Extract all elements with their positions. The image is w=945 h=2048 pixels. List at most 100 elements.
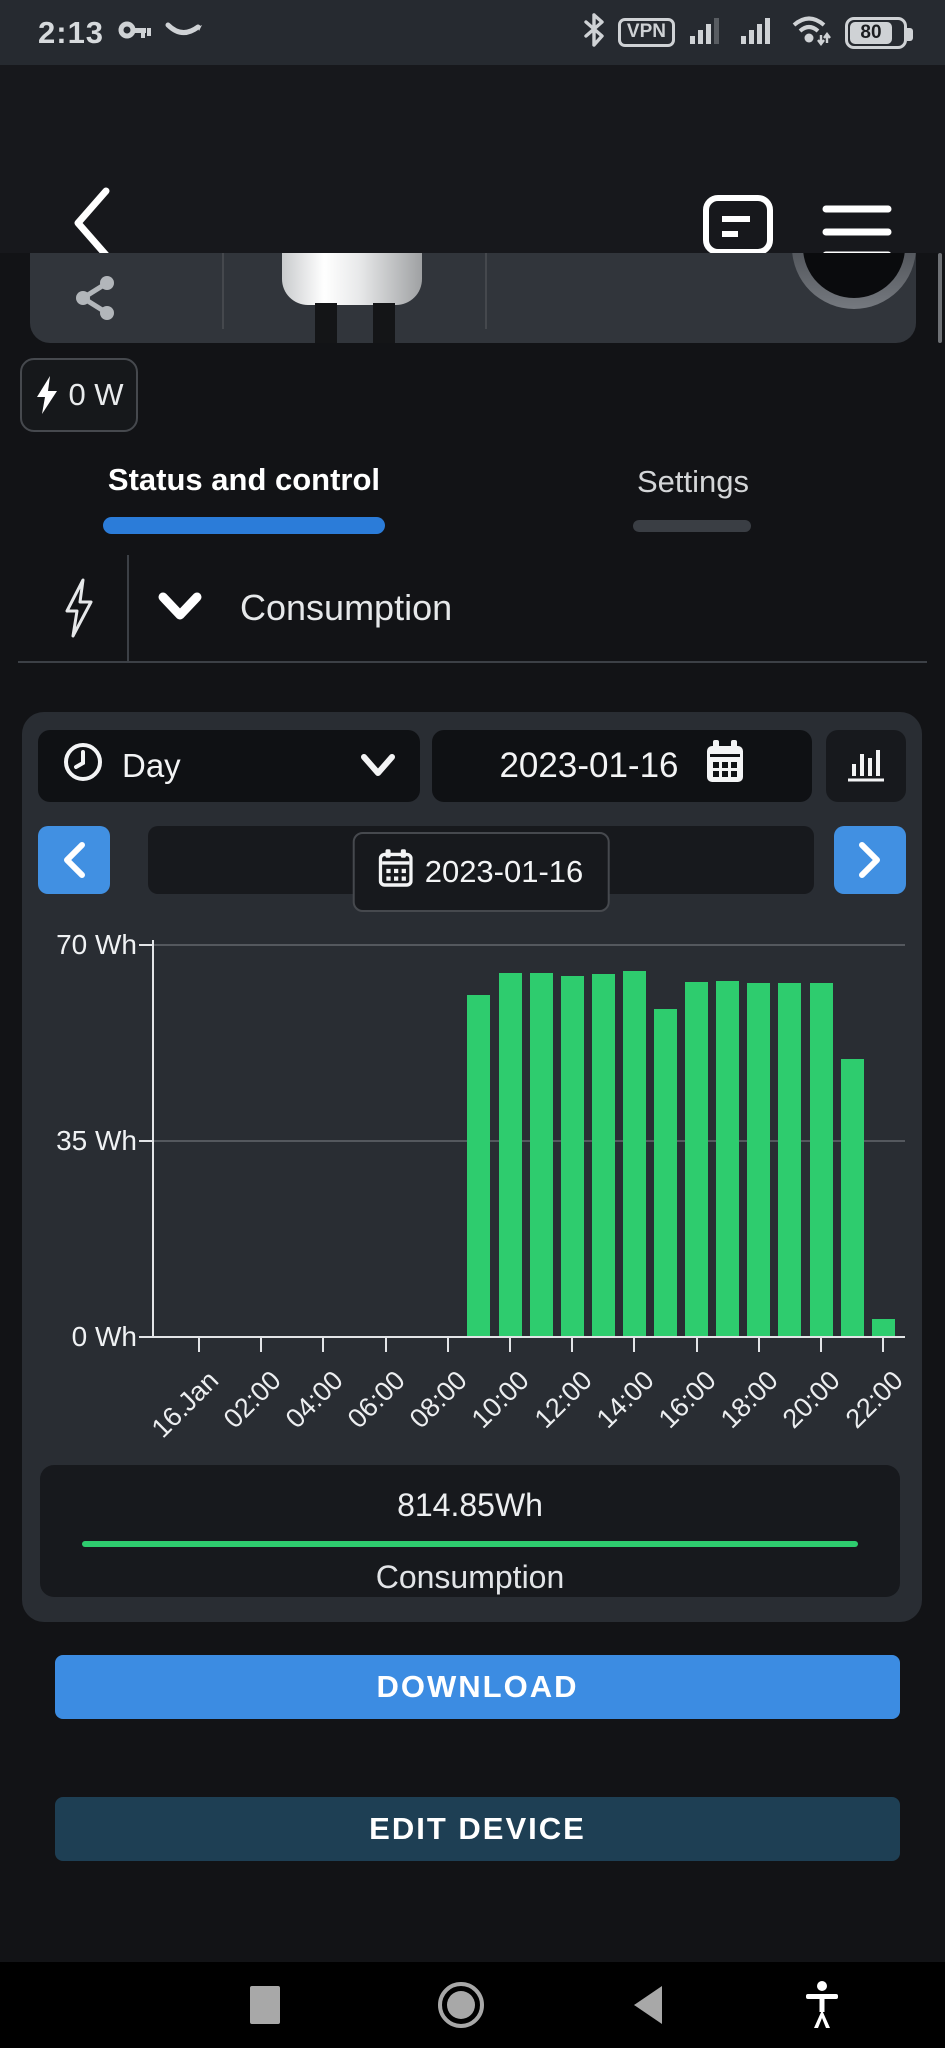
next-day-button[interactable]: [834, 826, 906, 894]
chart-bar-1200: [560, 975, 584, 1337]
x-tick-18:00: [757, 1337, 760, 1352]
gridline-70: [152, 944, 905, 946]
y-tick-35: [139, 1140, 152, 1142]
chart-bar-1400: [622, 971, 646, 1337]
tab-status-label: Status and control: [107, 462, 381, 497]
inactive-tab-indicator: [633, 520, 751, 532]
calendar-icon: [705, 739, 745, 793]
x-axis-label: 10:00: [466, 1365, 536, 1434]
gridline-35: [152, 1140, 905, 1142]
chart-bar-1300: [591, 974, 615, 1337]
chevron-down-icon: [360, 747, 396, 785]
period-select-value: Day: [122, 747, 181, 784]
date-nav-value: 2023-01-16: [424, 854, 584, 889]
battery-icon: 80: [845, 16, 913, 49]
x-axis-label: 14:00: [590, 1365, 660, 1434]
legend-series-line: [82, 1541, 858, 1547]
share-icon[interactable]: [74, 275, 116, 326]
date-picker-field[interactable]: 2023-01-16: [432, 730, 812, 802]
key-icon: [118, 15, 152, 50]
x-tick-08:00: [446, 1337, 449, 1352]
back-button[interactable]: [62, 183, 122, 263]
card-divider: [485, 253, 487, 329]
tab-status-and-control[interactable]: Status and control: [103, 462, 385, 498]
edit-device-button[interactable]: EDIT DEVICE: [55, 1797, 900, 1861]
android-back-button[interactable]: [634, 1986, 662, 2024]
accessibility-icon[interactable]: [800, 1980, 844, 2035]
period-select[interactable]: Day: [38, 730, 420, 802]
x-tick-12:00: [571, 1337, 574, 1352]
consumption-bar-chart: 0 Wh 35 Wh 70 Wh 16.Jan 02:00 04:00 06:00 08:00…: [0, 929, 945, 1465]
x-axis-label: 20:00: [777, 1365, 847, 1434]
bluetooth-icon: [583, 13, 605, 52]
x-tick-10:00: [509, 1337, 511, 1352]
x-axis-label: 16.Jan: [145, 1365, 225, 1444]
status-bar: 2:13 VPN 80: [0, 0, 945, 65]
chart-legend[interactable]: 814.85Wh Consumption: [40, 1465, 900, 1597]
calendar-icon: [378, 849, 413, 895]
chart-bar-0900: [467, 995, 491, 1337]
y-axis-label: 0 Wh: [71, 1321, 137, 1352]
x-axis-label: 16:00: [652, 1365, 722, 1434]
chevron-down-icon[interactable]: [158, 591, 202, 626]
date-nav-chip[interactable]: 2023-01-16: [352, 832, 610, 912]
device-image-plug: [282, 253, 422, 305]
download-button[interactable]: DOWNLOAD: [55, 1655, 900, 1719]
legend-total-value: 814.85Wh: [397, 1487, 543, 1523]
tab-settings[interactable]: Settings: [603, 464, 783, 500]
date-picker-value: 2023-01-16: [499, 746, 679, 785]
sensor-divider: [127, 555, 129, 663]
home-button[interactable]: [438, 1982, 484, 2028]
y-axis-line: [152, 940, 154, 1337]
cellular-signal-icon-2: [739, 14, 777, 51]
crescent-icon: [164, 17, 204, 48]
x-axis-label: 08:00: [404, 1365, 474, 1434]
lightning-bolt-icon: [37, 376, 58, 414]
active-tab-indicator: [103, 517, 385, 534]
recents-button[interactable]: [250, 1986, 280, 2024]
battery-nub: [907, 27, 913, 41]
cellular-signal-icon-1: [688, 14, 726, 51]
scrollbar[interactable]: [938, 253, 942, 343]
wifi-icon: [790, 13, 832, 52]
battery-percent: 80: [860, 21, 882, 43]
sensor-row-consumption[interactable]: Consumption: [18, 555, 927, 663]
sensor-label: Consumption: [240, 587, 453, 628]
x-tick-06:00: [384, 1337, 387, 1352]
x-axis-label: 22:00: [839, 1365, 909, 1434]
chart-bar-2200: [871, 1319, 895, 1337]
x-tick-04:00: [322, 1337, 325, 1352]
clock-time: 2:13: [38, 14, 105, 50]
legend-series-label: Consumption: [375, 1559, 565, 1595]
chart-bar-2100: [840, 1058, 864, 1337]
chart-bar-1500: [654, 1009, 677, 1337]
battery-fill: [850, 21, 892, 44]
x-axis-label: 04:00: [279, 1365, 349, 1434]
x-tick-20:00: [820, 1337, 822, 1352]
chart-bar-1700: [716, 981, 740, 1337]
chart-type-button[interactable]: [826, 730, 906, 802]
chart-bar-1800: [747, 983, 771, 1337]
power-toggle-button[interactable]: [792, 253, 916, 309]
chart-bar-2000: [809, 983, 833, 1337]
y-axis-label: 70 Wh: [56, 929, 137, 960]
chart-bar-1000: [498, 973, 522, 1337]
y-tick-70: [139, 944, 152, 946]
tab-settings-label: Settings: [636, 464, 749, 499]
android-nav-bar: [0, 1962, 945, 2048]
x-tick-16.Jan: [198, 1337, 200, 1352]
vpn-badge: VPN: [617, 18, 675, 47]
x-axis-line: [139, 1336, 905, 1338]
bar-chart-icon: [844, 742, 888, 791]
x-axis-label: 02:00: [217, 1365, 287, 1434]
chart-bar-1100: [529, 973, 553, 1337]
clock-icon: [62, 741, 104, 791]
power-reading-value: 0 W: [68, 377, 124, 412]
chart-card: Day 2023-01-16 2023-01-16: [22, 712, 922, 1622]
y-axis-label: 35 Wh: [56, 1125, 137, 1156]
chart-bar-1900: [778, 982, 802, 1337]
plug-prong: [315, 303, 337, 343]
x-axis-label: 12:00: [528, 1365, 598, 1434]
previous-day-button[interactable]: [38, 826, 110, 894]
